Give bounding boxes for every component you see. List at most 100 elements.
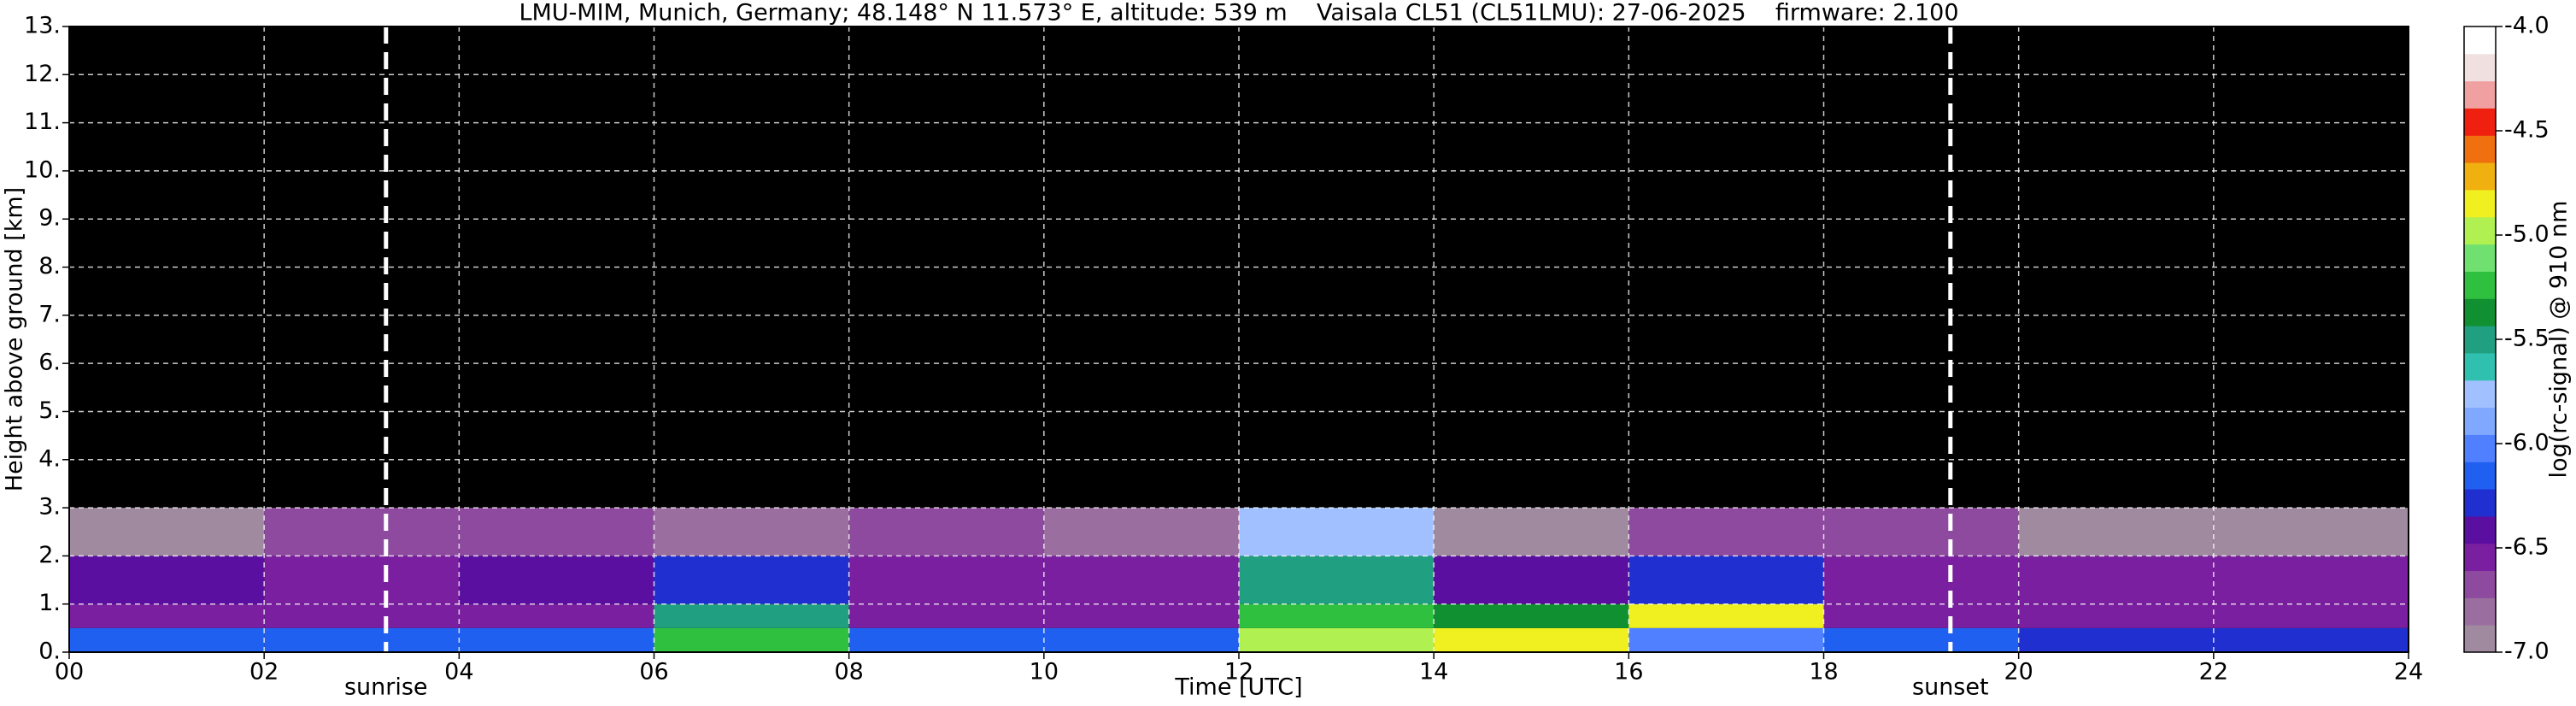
y-tick-label: 4. (38, 445, 61, 472)
heatmap-cell (69, 627, 265, 652)
y-tick-label: 5. (38, 397, 61, 424)
y-tick-label: 7. (38, 301, 61, 327)
x-tick-label: 16 (1614, 659, 1643, 685)
annotation-label: sunset (1912, 674, 1989, 701)
heatmap-cell (1043, 603, 1239, 628)
colorbar-tick-label: -6.0 (2504, 430, 2550, 456)
heatmap-cell (848, 556, 1044, 604)
colorbar-swatch (2464, 570, 2496, 598)
heatmap-cell (459, 556, 654, 604)
heatmap-cell (1239, 508, 1435, 556)
heatmap-cell (654, 603, 849, 628)
heatmap-cell (459, 627, 654, 652)
colorbar-label: log(rc-signal) @ 910 nm (2546, 201, 2573, 479)
y-tick-label: 8. (38, 253, 61, 279)
heatmap-cell (2213, 556, 2409, 604)
heatmap-cell (1628, 603, 1824, 628)
heatmap-cell (2018, 603, 2214, 628)
heatmap-cell (1823, 556, 2019, 604)
x-tick-label: 06 (639, 659, 668, 685)
chart-title: LMU-MIM, Munich, Germany; 48.148° N 11.5… (519, 0, 1958, 26)
y-tick-label: 2. (38, 542, 61, 568)
y-tick-label: 13. (24, 13, 61, 39)
colorbar-swatch (2464, 135, 2496, 163)
heatmap-cell (69, 603, 265, 628)
heatmap-cell (264, 627, 460, 652)
colorbar-swatch (2464, 271, 2496, 299)
colorbar-tick-label: -6.5 (2504, 534, 2550, 561)
colorbar-swatch (2464, 189, 2496, 218)
colorbar-swatch (2464, 26, 2496, 55)
heatmap-cell (1239, 627, 1435, 652)
y-tick-label: 11. (24, 109, 61, 135)
colorbar-swatch (2464, 326, 2496, 354)
heatmap-cell (1043, 556, 1239, 604)
heatmap-cell (1239, 603, 1435, 628)
heatmap-cell (69, 508, 265, 556)
annotation-label: sunrise (344, 674, 428, 701)
heatmap-cell (654, 508, 849, 556)
plot-frame (68, 26, 2409, 653)
y-tick-label: 0. (38, 638, 61, 665)
heatmap-cell (1043, 508, 1239, 556)
heatmap-cell (654, 556, 849, 604)
colorbar-swatch (2464, 489, 2496, 517)
x-tick-label: 08 (834, 659, 863, 685)
x-tick-label: 04 (444, 659, 473, 685)
heatmap-cell (459, 603, 654, 628)
heatmap-cell (264, 603, 460, 628)
y-tick-label: 3. (38, 494, 61, 521)
y-tick-label: 12. (24, 61, 61, 87)
heatmap-cell (1823, 603, 2019, 628)
heatmap-cell (459, 26, 654, 509)
heatmap-cell (1434, 627, 1629, 652)
colorbar-swatch (2464, 434, 2496, 462)
x-tick-label: 20 (2004, 659, 2033, 685)
heatmap-cell (1823, 627, 2019, 652)
heatmap-cell (1239, 556, 1435, 604)
colorbar-swatch (2464, 298, 2496, 327)
y-tick-label: 1. (38, 590, 61, 616)
heatmap-cell (2018, 627, 2214, 652)
heatmap-cell (2213, 603, 2409, 628)
colorbar-tick-label: -5.0 (2504, 221, 2550, 248)
x-tick-label: 12 (1224, 659, 1253, 685)
colorbar-tick-label: -4.0 (2504, 13, 2550, 39)
heatmap-cell (848, 603, 1044, 628)
heatmap-cell (2018, 26, 2214, 509)
x-tick-label: 24 (2394, 659, 2423, 685)
heatmap-cell (1434, 603, 1629, 628)
y-tick-label: 9. (38, 205, 61, 232)
heatmap-cell (69, 556, 265, 604)
heatmap-cell (2018, 556, 2214, 604)
heatmap-cell (2213, 627, 2409, 652)
x-axis-label: Time [UTC] (1174, 674, 1302, 701)
heatmap-cell (264, 556, 460, 604)
colorbar-swatch (2464, 625, 2496, 653)
colorbar-swatch (2464, 108, 2496, 136)
heatmap-cell (1434, 556, 1629, 604)
heatmap-cell (1434, 508, 1629, 556)
colorbar-swatch (2464, 244, 2496, 272)
colorbar-tick-label: -5.5 (2504, 326, 2550, 352)
colorbar-swatch (2464, 80, 2496, 109)
colorbar-swatch (2464, 379, 2496, 409)
colorbar-tick-label: -7.0 (2504, 638, 2550, 665)
colorbar-swatch (2464, 162, 2496, 191)
colorbar-swatch (2464, 352, 2496, 381)
x-tick-label: 00 (55, 659, 84, 685)
heatmap-cell (1628, 508, 1824, 556)
x-tick-label: 22 (2199, 659, 2228, 685)
colorbar-swatch (2464, 216, 2496, 245)
x-tick-label: 10 (1030, 659, 1059, 685)
heatmap-cell (459, 508, 654, 556)
colorbar-swatch (2464, 407, 2496, 435)
heatmap-cell (654, 627, 849, 652)
colorbar-swatch (2464, 53, 2496, 82)
heatmap-cell (848, 508, 1044, 556)
x-tick-label: 14 (1419, 659, 1448, 685)
x-tick-label: 02 (249, 659, 279, 685)
heatmap-cell (1628, 627, 1824, 652)
y-tick-label: 10. (24, 156, 61, 183)
